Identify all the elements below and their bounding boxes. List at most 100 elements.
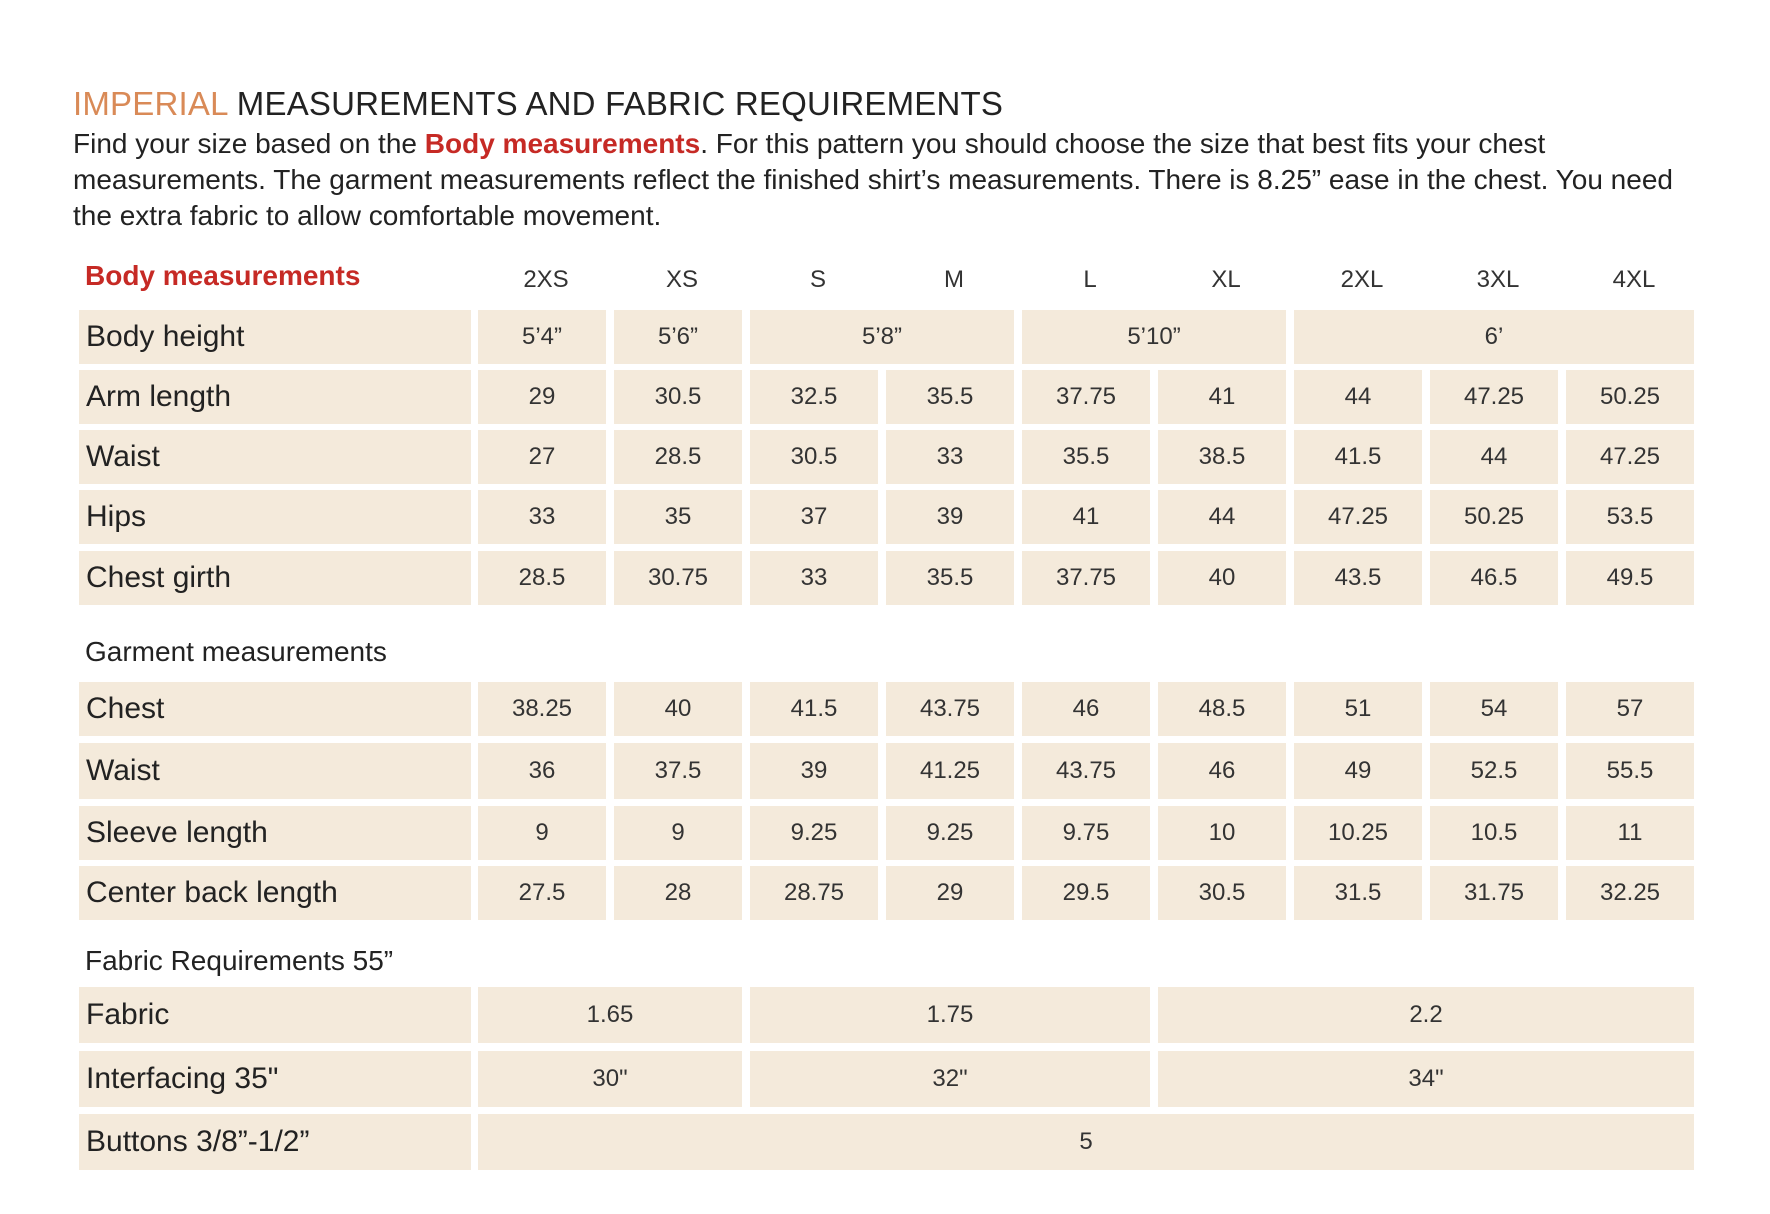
table-cell: 34" <box>1158 1051 1694 1107</box>
table-cell: 5 <box>478 1114 1694 1170</box>
row-label: Buttons 3/8”-1/2” <box>79 1114 471 1170</box>
table-cell: 10 <box>1158 806 1286 860</box>
row-label: Waist <box>79 430 471 484</box>
row-label: Chest <box>79 682 471 736</box>
row-label: Chest girth <box>79 551 471 605</box>
table-cell: 38.5 <box>1158 430 1286 484</box>
table-cell: 11 <box>1566 806 1694 860</box>
table-cell: 33 <box>750 551 878 605</box>
table-cell: 44 <box>1430 430 1558 484</box>
table-cell: 5’4” <box>478 310 606 364</box>
table-cell: 49 <box>1294 743 1422 799</box>
size-header-4xl: 4XL <box>1612 266 1656 293</box>
table-cell: 9.25 <box>750 806 878 860</box>
table-cell: 27.5 <box>478 866 606 920</box>
table-cell: 47.25 <box>1294 490 1422 544</box>
table-cell: 28.5 <box>478 551 606 605</box>
row-label: Hips <box>79 490 471 544</box>
table-cell: 29.5 <box>1022 866 1150 920</box>
table-cell: 29 <box>478 370 606 424</box>
row-label: Sleeve length <box>79 806 471 860</box>
table-cell: 35.5 <box>886 370 1014 424</box>
table-cell: 5’8” <box>750 310 1014 364</box>
table-cell: 38.25 <box>478 682 606 736</box>
table-cell: 9.25 <box>886 806 1014 860</box>
table-cell: 55.5 <box>1566 743 1694 799</box>
table-cell: 41 <box>1158 370 1286 424</box>
table-cell: 46 <box>1158 743 1286 799</box>
table-cell: 44 <box>1294 370 1422 424</box>
table-cell: 9 <box>614 806 742 860</box>
table-cell: 28 <box>614 866 742 920</box>
table-cell: 2.2 <box>1158 987 1694 1043</box>
table-cell: 27 <box>478 430 606 484</box>
row-label: Body height <box>79 310 471 364</box>
table-cell: 30.75 <box>614 551 742 605</box>
table-cell: 30.5 <box>614 370 742 424</box>
page-header: IMPERIAL MEASUREMENTS AND FABRIC REQUIRE… <box>73 84 1713 234</box>
page-title: IMPERIAL MEASUREMENTS AND FABRIC REQUIRE… <box>73 84 1713 124</box>
size-header-3xl: 3XL <box>1476 266 1520 293</box>
garment-measurements-label: Garment measurements <box>85 636 387 667</box>
table-cell: 41.25 <box>886 743 1014 799</box>
table-cell: 28.5 <box>614 430 742 484</box>
table-cell: 51 <box>1294 682 1422 736</box>
table-cell: 33 <box>478 490 606 544</box>
table-cell: 41.5 <box>750 682 878 736</box>
table-cell: 53.5 <box>1566 490 1694 544</box>
table-cell: 46.5 <box>1430 551 1558 605</box>
table-cell: 30.5 <box>1158 866 1286 920</box>
table-cell: 46 <box>1022 682 1150 736</box>
table-cell: 30" <box>478 1051 742 1107</box>
row-label: Interfacing 35" <box>79 1051 471 1107</box>
intro-after: . For this pattern you should choose the… <box>73 128 1673 231</box>
table-cell: 10.5 <box>1430 806 1558 860</box>
size-header-s: S <box>809 266 826 293</box>
table-cell: 1.75 <box>750 987 1150 1043</box>
table-cell: 5’10” <box>1022 310 1286 364</box>
table-cell: 9.75 <box>1022 806 1150 860</box>
table-cell: 40 <box>1158 551 1286 605</box>
fabric-requirements-label: Fabric Requirements 55” <box>85 945 394 976</box>
table-cell: 47.25 <box>1566 430 1694 484</box>
table-cell: 41.5 <box>1294 430 1422 484</box>
table-cell: 48.5 <box>1158 682 1286 736</box>
table-cell: 31.75 <box>1430 866 1558 920</box>
table-cell: 52.5 <box>1430 743 1558 799</box>
table-cell: 36 <box>478 743 606 799</box>
table-cell: 28.75 <box>750 866 878 920</box>
size-header-2xl: 2XL <box>1340 266 1384 293</box>
size-header-xs: XS <box>665 266 698 293</box>
table-cell: 47.25 <box>1430 370 1558 424</box>
table-cell: 1.65 <box>478 987 742 1043</box>
row-label: Fabric <box>79 987 471 1043</box>
table-cell: 50.25 <box>1430 490 1558 544</box>
table-cell: 37.75 <box>1022 551 1150 605</box>
table-cell: 29 <box>886 866 1014 920</box>
table-cell: 6’ <box>1294 310 1694 364</box>
row-label: Arm length <box>79 370 471 424</box>
size-header-m: M <box>944 266 964 293</box>
table-cell: 37.5 <box>614 743 742 799</box>
table-cell: 43.75 <box>886 682 1014 736</box>
intro-text: Find your size based on the Body measure… <box>73 126 1713 234</box>
title-accent: IMPERIAL <box>73 85 228 122</box>
table-cell: 43.5 <box>1294 551 1422 605</box>
table-cell: 54 <box>1430 682 1558 736</box>
intro-before: Find your size based on the <box>73 128 425 159</box>
table-cell: 32" <box>750 1051 1150 1107</box>
row-label: Center back length <box>79 866 471 920</box>
size-header-2xs: 2XS <box>523 266 569 293</box>
table-cell: 40 <box>614 682 742 736</box>
table-cell: 41 <box>1022 490 1150 544</box>
table-cell: 35.5 <box>886 551 1014 605</box>
table-cell: 43.75 <box>1022 743 1150 799</box>
table-cell: 5’6” <box>614 310 742 364</box>
table-cell: 57 <box>1566 682 1694 736</box>
intro-bold: Body measurements <box>424 128 701 159</box>
title-rest: MEASUREMENTS AND FABRIC REQUIREMENTS <box>236 85 1004 122</box>
table-cell: 33 <box>886 430 1014 484</box>
size-header-xl: XL <box>1211 266 1241 293</box>
table-cell: 44 <box>1158 490 1286 544</box>
table-cell: 32.5 <box>750 370 878 424</box>
